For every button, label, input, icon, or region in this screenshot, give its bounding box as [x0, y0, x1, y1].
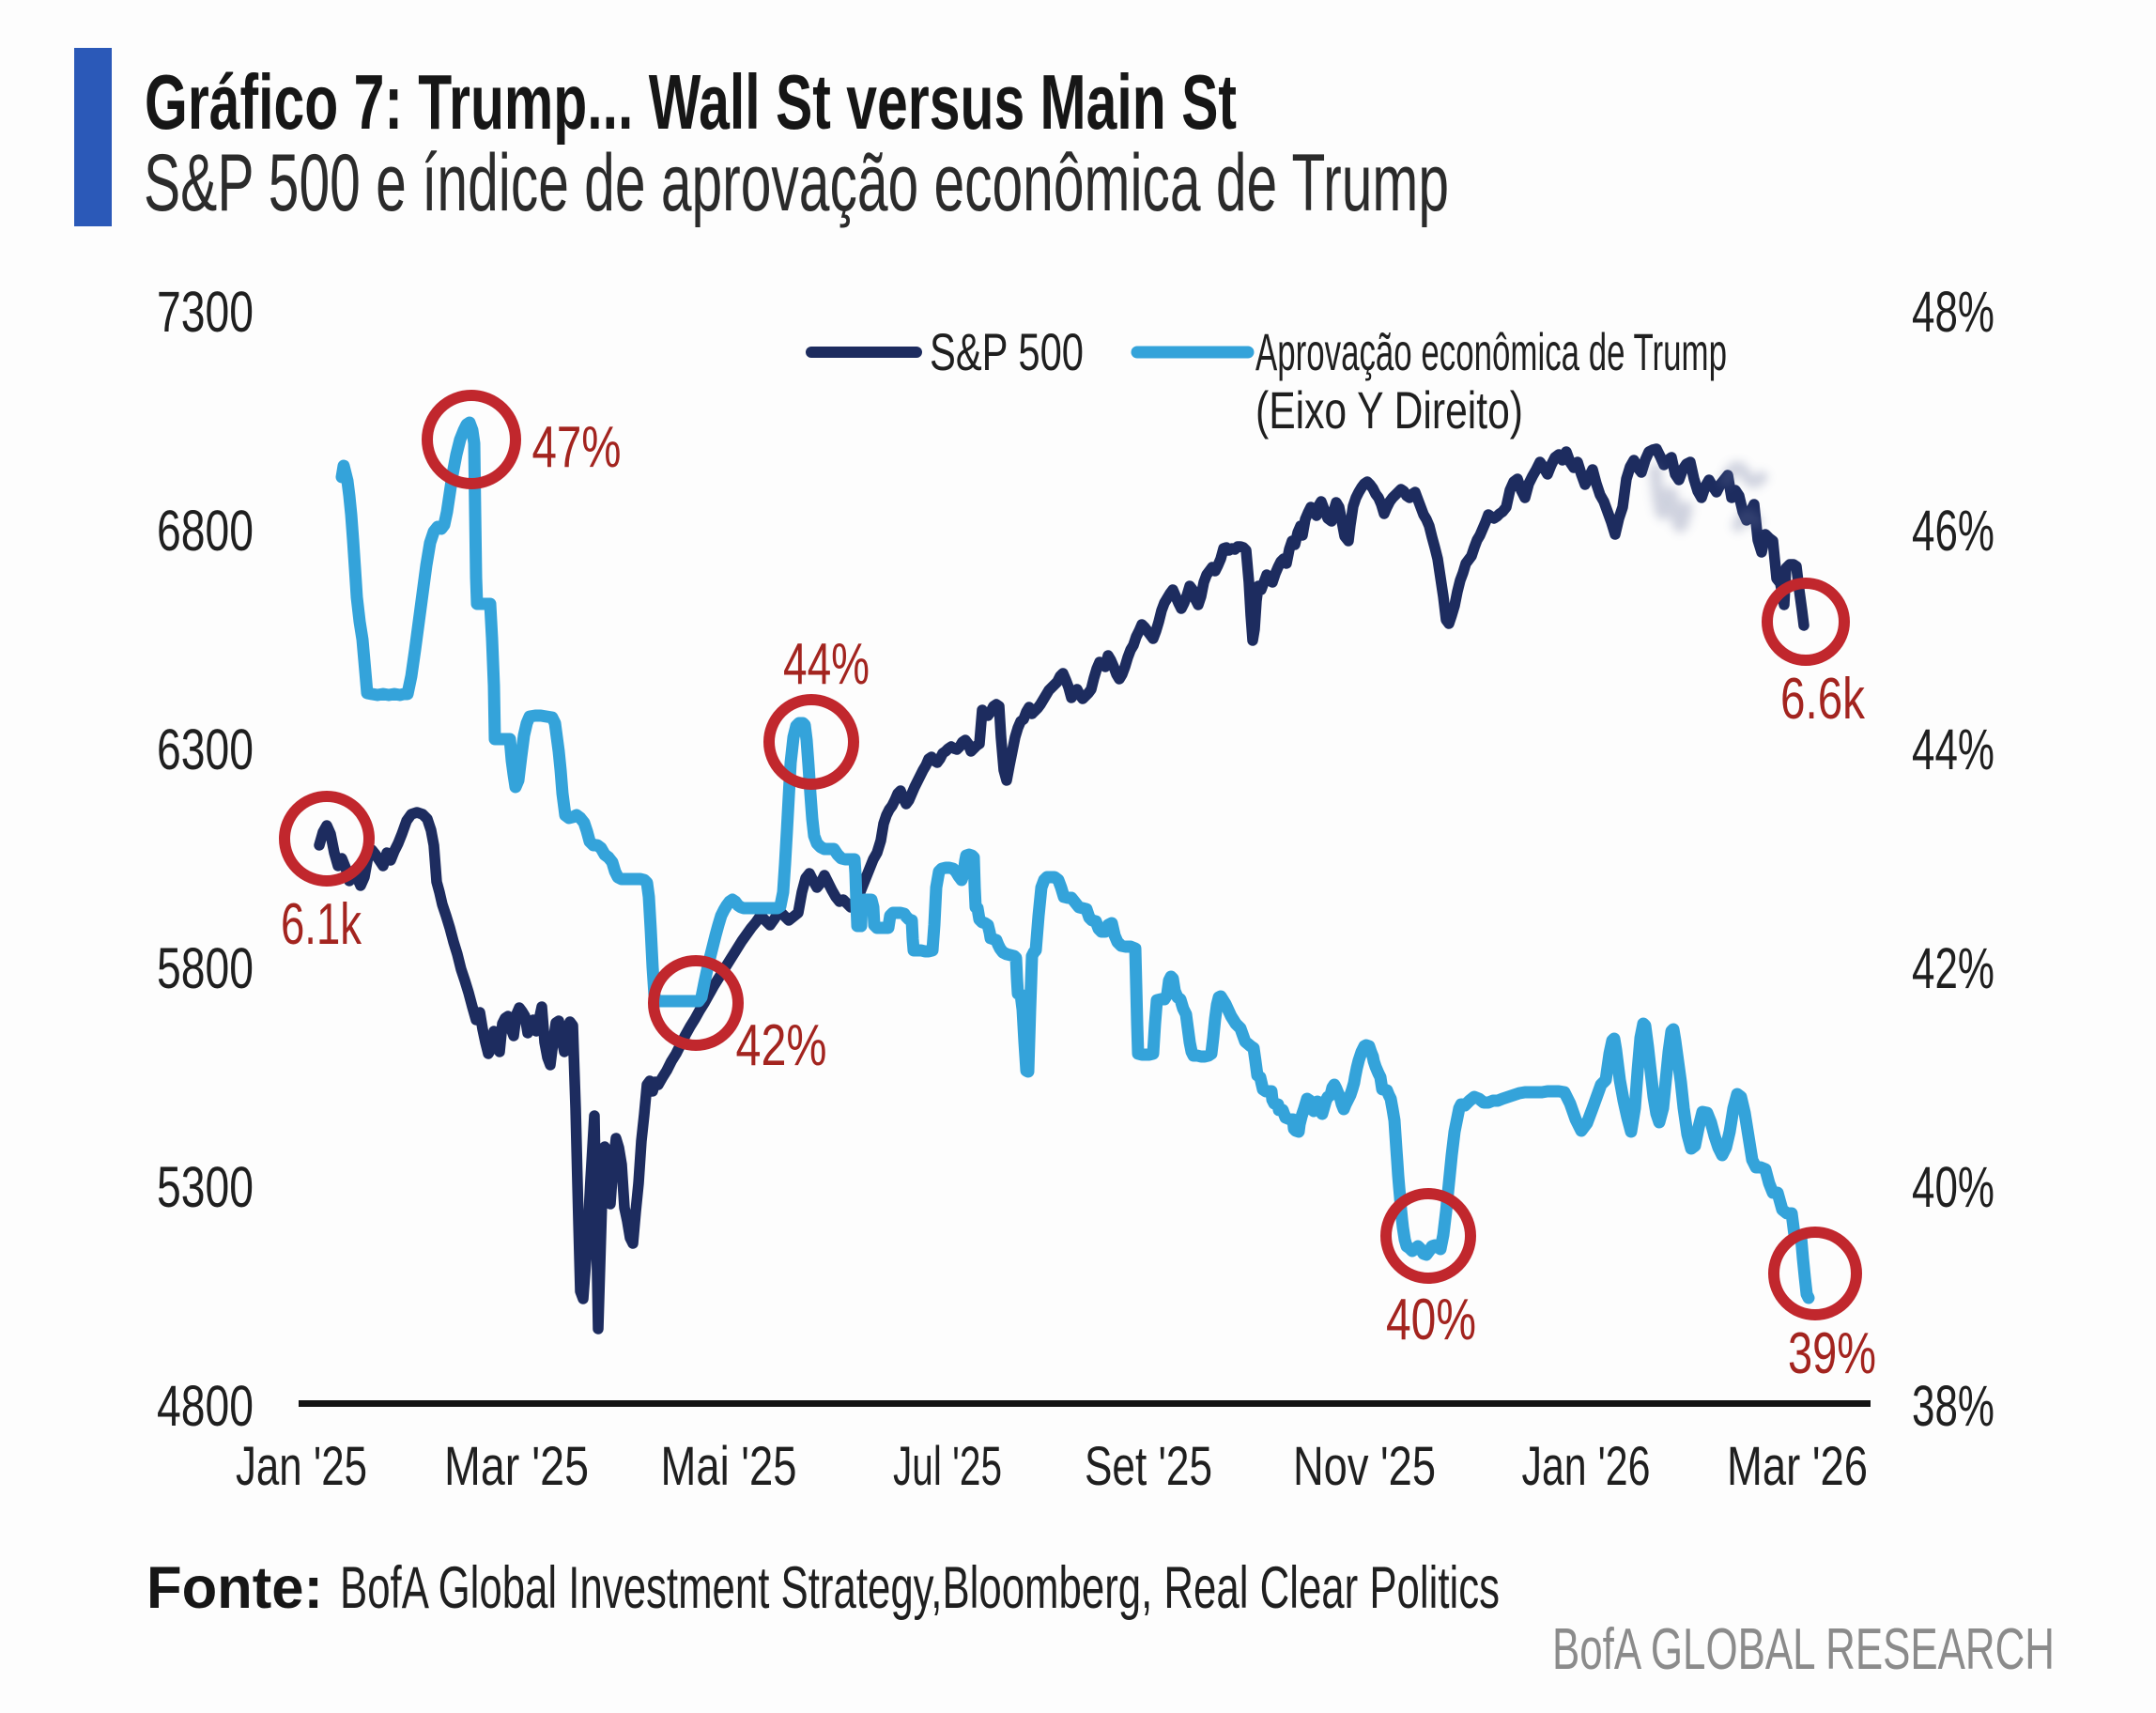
svg-text:44%: 44%	[1912, 718, 1994, 781]
svg-text:42%: 42%	[736, 1013, 827, 1078]
svg-text:Set '25: Set '25	[1085, 1436, 1212, 1497]
svg-text:Aprovação econômica de Trump: Aprovação econômica de Trump	[1255, 322, 1727, 381]
svg-text:Nov '25: Nov '25	[1293, 1436, 1436, 1497]
svg-text:47%: 47%	[532, 415, 622, 480]
svg-text:44%: 44%	[783, 632, 870, 697]
svg-text:S&P 500 e índice de aprovação: S&P 500 e índice de aprovação econômica …	[144, 138, 1449, 228]
svg-text:Mar '26: Mar '26	[1727, 1436, 1868, 1497]
svg-text:BofA GLOBAL RESEARCH: BofA GLOBAL RESEARCH	[1552, 1617, 2055, 1682]
svg-text:S&P 500: S&P 500	[930, 322, 1084, 381]
svg-text:38%: 38%	[1912, 1374, 1994, 1438]
svg-text:6300: 6300	[157, 718, 254, 781]
svg-text:5300: 5300	[157, 1155, 254, 1219]
svg-text:Mar '25: Mar '25	[444, 1436, 589, 1497]
svg-text:48%: 48%	[1912, 280, 1994, 344]
svg-text:Fonte:: Fonte:	[146, 1555, 323, 1621]
svg-text:46%: 46%	[1912, 499, 1994, 563]
svg-text:39%: 39%	[1788, 1321, 1876, 1386]
svg-text:40%: 40%	[1912, 1155, 1994, 1219]
svg-text:40%: 40%	[1386, 1288, 1476, 1352]
svg-text:(Eixo Y Direito): (Eixo Y Direito)	[1255, 380, 1523, 440]
svg-text:Jul '25: Jul '25	[893, 1436, 1002, 1497]
svg-text:6.1k: 6.1k	[281, 892, 362, 957]
svg-text:BofA Global Investment Strateg: BofA Global Investment Strategy,Bloomber…	[340, 1555, 1500, 1621]
svg-text:Jan '26: Jan '26	[1522, 1436, 1651, 1497]
svg-text:Gráfico 7: Trump... Wall St ve: Gráfico 7: Trump... Wall St versus Main …	[145, 58, 1237, 146]
svg-text:7300: 7300	[157, 280, 254, 344]
svg-text:6.6k: 6.6k	[1780, 667, 1866, 732]
svg-text:5800: 5800	[157, 936, 254, 1000]
svg-text:4800: 4800	[157, 1374, 254, 1438]
svg-text:42%: 42%	[1912, 936, 1994, 1000]
svg-text:Mai '25: Mai '25	[661, 1436, 797, 1497]
svg-text:6800: 6800	[157, 499, 254, 563]
svg-text:Jan '25: Jan '25	[236, 1436, 367, 1497]
